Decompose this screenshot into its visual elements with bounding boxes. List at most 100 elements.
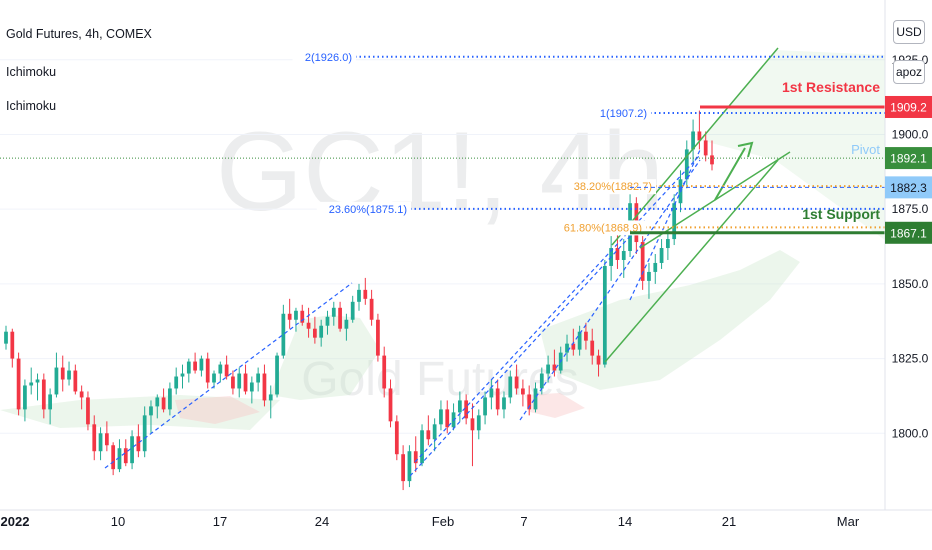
scale-mode-button[interactable]: apoz [893, 60, 925, 84]
candle [710, 140, 714, 171]
price-badge-label: 1882.3 [890, 181, 927, 195]
candle [439, 400, 443, 431]
candle [319, 319, 324, 347]
candle-body [331, 307, 336, 317]
candle-body [697, 131, 702, 141]
candle-body [647, 271, 651, 281]
ichimoku-cloud [540, 250, 800, 390]
candle [231, 370, 235, 395]
candle-body [161, 397, 166, 410]
resistance-label: 1st Resistance [782, 79, 880, 95]
candle-body [659, 248, 664, 263]
candle [104, 421, 109, 452]
candle [413, 436, 418, 473]
candle [653, 254, 658, 284]
candle [388, 379, 393, 428]
pivot-label: Pivot [851, 142, 880, 157]
candle [432, 418, 437, 452]
ichimoku-cloud-bearish [175, 396, 260, 424]
candle [325, 310, 330, 335]
candle-body [41, 379, 46, 410]
candle [224, 355, 229, 380]
candle-body [640, 242, 645, 281]
candle [621, 239, 626, 278]
candle-body [672, 203, 677, 240]
candle [483, 391, 487, 425]
candle [237, 367, 242, 398]
candle-body [420, 430, 424, 464]
candle [10, 328, 15, 368]
candle-body [193, 361, 197, 371]
candle [16, 352, 21, 416]
candle-body [508, 376, 513, 398]
candle-body [457, 400, 462, 413]
candle-body [16, 358, 21, 410]
candle [79, 385, 84, 410]
candle [111, 442, 116, 476]
projection-arrow-head [737, 141, 754, 158]
candle [407, 445, 412, 488]
candle-body [596, 355, 601, 365]
candle [584, 322, 588, 350]
candle-body [168, 388, 172, 410]
candle [565, 334, 569, 362]
candle [697, 110, 702, 150]
candle-body [703, 140, 708, 156]
candle [508, 370, 513, 404]
fib-level-label: 61.80%(1868.9) [564, 222, 642, 234]
candle [41, 373, 46, 419]
ichimoku-cloud [0, 395, 280, 430]
candle [457, 391, 462, 422]
candle-body [249, 382, 254, 392]
candle [344, 313, 349, 341]
fib-level-label-bg [561, 179, 656, 195]
candle [306, 307, 311, 338]
candle-body [262, 373, 267, 401]
candle-body [552, 364, 557, 371]
projection-arrow [714, 147, 746, 201]
candle [464, 394, 469, 425]
candle [98, 427, 103, 461]
candle-body [539, 373, 544, 389]
price-badge [885, 95, 932, 118]
candle-body [445, 409, 450, 428]
candle-body [666, 239, 670, 249]
currency-button[interactable]: USD [893, 20, 925, 44]
watermark-name: Gold Futures [301, 353, 578, 406]
candle [369, 289, 374, 326]
candle [489, 379, 494, 410]
price-axis[interactable] [885, 0, 932, 510]
candle [4, 325, 8, 350]
candle [672, 194, 677, 246]
candle [23, 379, 27, 422]
candle-body [199, 358, 204, 371]
candle-body [268, 394, 273, 401]
price-tick-label: 1800.0 [892, 426, 929, 440]
fib-level-label: 1(1907.2) [600, 108, 647, 120]
candle [420, 424, 424, 467]
indicator-label-2[interactable]: Ichimoku [6, 99, 57, 113]
candle [205, 352, 210, 389]
candle [539, 367, 544, 395]
candle [350, 295, 355, 323]
candle-body [464, 400, 469, 419]
candle-body [306, 322, 311, 329]
candle [193, 352, 197, 374]
candle [186, 358, 191, 383]
candle-body [281, 313, 286, 356]
time-axis[interactable] [0, 510, 932, 550]
candle [357, 283, 361, 311]
candle [73, 364, 78, 395]
candle-body [407, 451, 412, 482]
price-badge-label: 1867.1 [890, 226, 927, 240]
candle [123, 439, 128, 467]
candle [521, 379, 525, 407]
candle-body [54, 367, 59, 395]
candle [514, 364, 519, 395]
candle [331, 301, 336, 326]
candle-body [546, 364, 550, 374]
candle-body [527, 394, 532, 410]
indicator-label-1[interactable]: Ichimoku [6, 65, 57, 79]
